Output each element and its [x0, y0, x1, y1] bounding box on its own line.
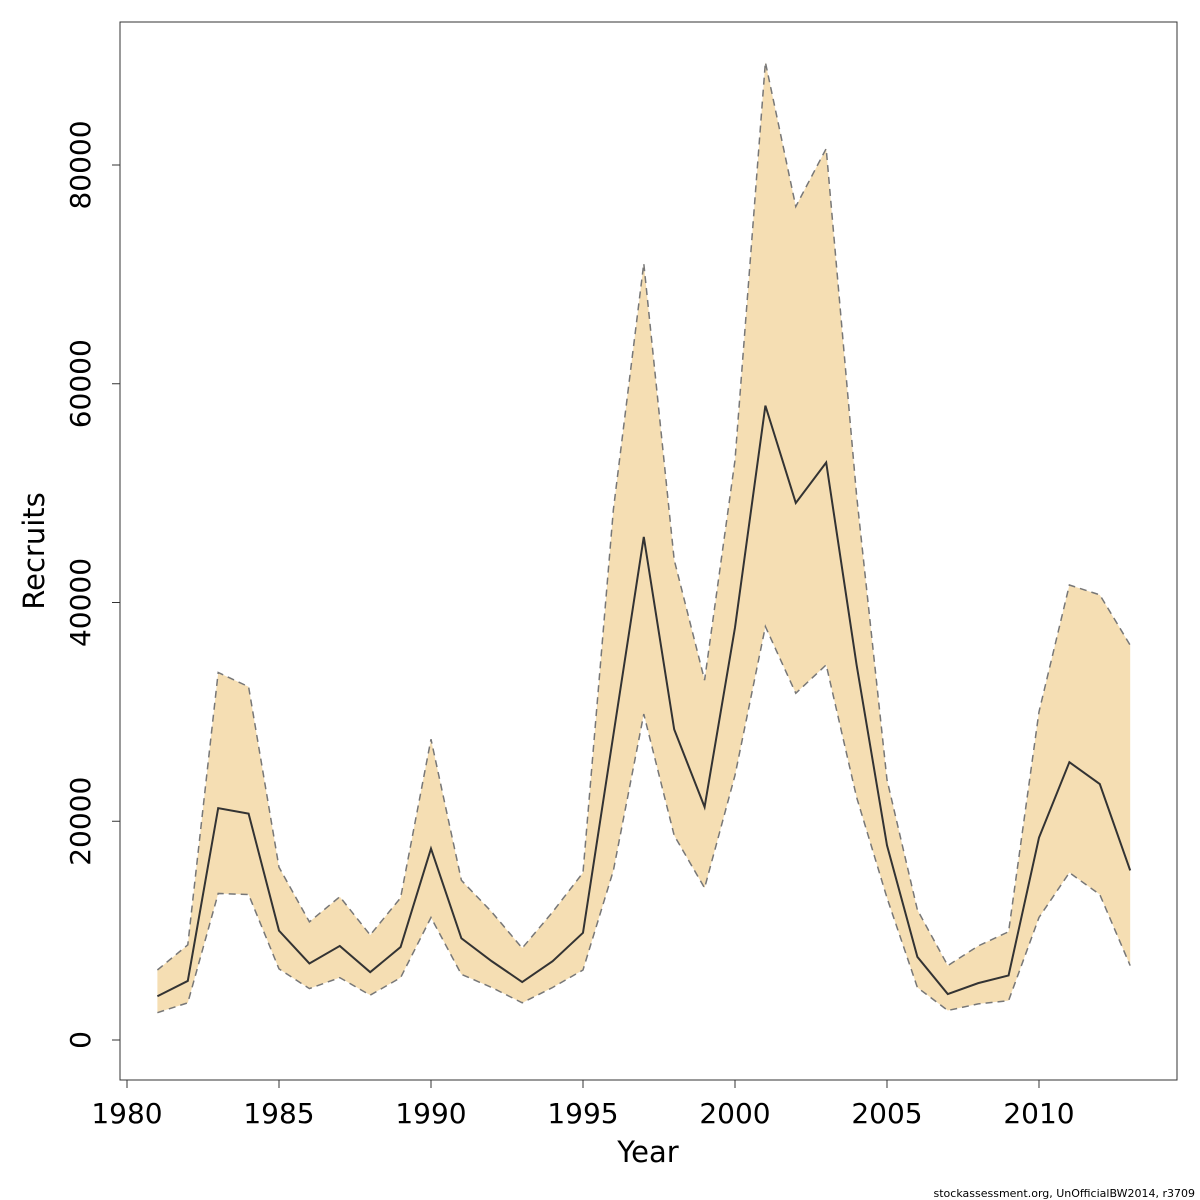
x-tick-label: 2000: [699, 1097, 770, 1130]
y-tick-label: 20000: [64, 777, 97, 866]
y-tick-label: 60000: [64, 339, 97, 428]
y-tick-label: 80000: [64, 120, 97, 209]
y-axis-title: Recruits: [17, 492, 51, 609]
x-tick-label: 2005: [851, 1097, 922, 1130]
y-tick-label: 0: [64, 1031, 97, 1049]
lower-bound: [157, 624, 1131, 1014]
x-tick-label: 1980: [91, 1097, 162, 1130]
x-tick-label: 1985: [243, 1097, 314, 1130]
x-tick-label: 1990: [395, 1097, 466, 1130]
y-tick-label: 40000: [64, 558, 97, 647]
upper-bound: [156, 62, 1131, 971]
footer: stockassessment.org, UnOfficialBW2014, r…: [934, 1187, 1195, 1200]
x-tick-label: 1995: [547, 1097, 618, 1130]
estimate-line: [156, 405, 1132, 998]
x-tick-label: 2010: [1003, 1097, 1074, 1130]
x-axis-title: Year: [616, 1135, 678, 1169]
